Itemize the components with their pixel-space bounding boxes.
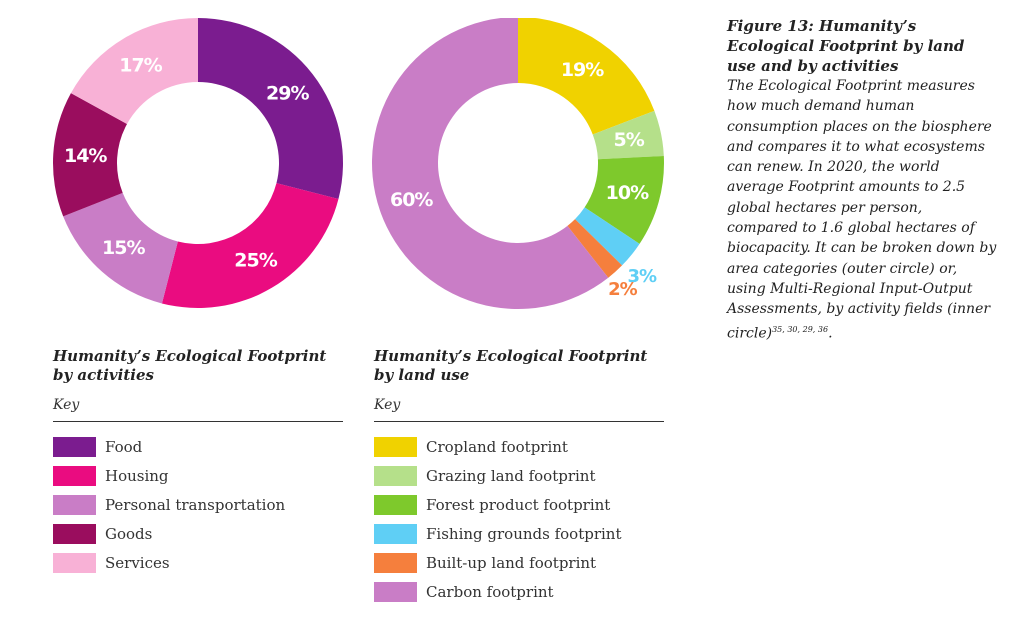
- legend-item-forest-product-footprint: Forest product footprint: [374, 490, 664, 519]
- slice-label-grazing-land-footprint: 5%: [613, 129, 644, 151]
- legend-item-fishing-grounds-footprint: Fishing grounds footprint: [374, 519, 664, 548]
- legend-item-carbon-footprint: Carbon footprint: [374, 577, 664, 606]
- legend-label: Grazing land footprint: [426, 466, 596, 485]
- legend-swatch: [53, 465, 96, 486]
- legend-label: Goods: [105, 524, 153, 543]
- land-use-donut-chart: 19% 5% 10% 3%2% 60%: [372, 18, 664, 309]
- legend-swatch: [53, 494, 96, 515]
- legend-label: Forest product footprint: [426, 495, 611, 514]
- legend-label: Services: [105, 553, 170, 572]
- slice-food: [198, 18, 343, 200]
- legend-label: Food: [105, 437, 143, 456]
- slice-built-up-land-footprint: [567, 219, 623, 278]
- activities-key-label: Key: [53, 397, 80, 413]
- legend-swatch: [374, 494, 417, 515]
- figure-caption-text: The Ecological Footprint measures how mu…: [727, 78, 997, 342]
- legend-item-food: Food: [53, 432, 343, 461]
- slice-goods: [53, 93, 128, 217]
- legend-label: Built-up land footprint: [426, 553, 597, 572]
- activities-donut-chart: 29% 25% 15% 14% 17%: [53, 18, 343, 308]
- slice-grazing-land-footprint: [592, 110, 664, 160]
- slice-carbon-footprint: [372, 18, 609, 309]
- legend-swatch: [374, 436, 417, 457]
- legend-item-cropland-footprint: Cropland footprint: [374, 432, 664, 461]
- legend-label: Personal transportation: [105, 495, 286, 514]
- land-use-key-divider: [374, 421, 664, 422]
- legend-label: Carbon footprint: [426, 582, 554, 601]
- slice-label-fishing-grounds-footprint: 3%: [628, 266, 658, 287]
- slice-label-food: 29%: [266, 83, 309, 105]
- slice-label-carbon-footprint: 60%: [390, 189, 433, 211]
- land-use-legend-panel: Humanity’s Ecological Footprint by land …: [374, 347, 664, 606]
- activities-key-divider: [53, 421, 343, 422]
- land-use-legend: Cropland footprint Grazing land footprint…: [374, 432, 664, 606]
- legend-swatch: [53, 436, 96, 457]
- slice-label-built-up-land-footprint: 2%: [608, 279, 638, 300]
- land-use-chart-title: Humanity’s Ecological Footprint by land …: [374, 347, 648, 384]
- slice-personal-transportation: [63, 192, 178, 304]
- legend-swatch: [53, 523, 96, 544]
- slice-label-services: 17%: [119, 55, 162, 77]
- slice-label-forest-product-footprint: 10%: [606, 182, 649, 204]
- slice-cropland-footprint: [518, 18, 655, 135]
- slice-housing: [161, 183, 339, 308]
- figure-caption-body: The Ecological Footprint measures how mu…: [727, 76, 997, 344]
- slice-label-cropland-footprint: 19%: [561, 59, 604, 81]
- legend-item-goods: Goods: [53, 519, 343, 548]
- legend-swatch: [53, 552, 96, 573]
- legend-swatch: [374, 465, 417, 486]
- slice-label-personal-transportation: 15%: [102, 237, 145, 259]
- legend-item-personal-transportation: Personal transportation: [53, 490, 343, 519]
- activities-legend: Food Housing Personal transportation Goods S…: [53, 432, 343, 577]
- legend-swatch: [374, 523, 417, 544]
- slice-services: [70, 18, 198, 124]
- land-use-key-label: Key: [374, 397, 401, 413]
- legend-swatch: [374, 581, 417, 602]
- figure-caption-end: .: [828, 325, 833, 342]
- slice-label-housing: 25%: [234, 249, 277, 271]
- legend-label: Housing: [105, 466, 169, 485]
- legend-item-built-up-land-footprint: Built-up land footprint: [374, 548, 664, 577]
- legend-item-housing: Housing: [53, 461, 343, 490]
- activities-legend-panel: Humanity’s Ecological Footprint by activ…: [53, 347, 343, 577]
- slice-fishing-grounds-footprint: [575, 207, 640, 266]
- legend-label: Fishing grounds footprint: [426, 524, 622, 543]
- legend-label: Cropland footprint: [426, 437, 568, 456]
- legend-swatch: [374, 552, 417, 573]
- activities-chart-title: Humanity’s Ecological Footprint by activ…: [53, 347, 327, 384]
- slice-label-goods: 14%: [64, 145, 107, 167]
- figure-caption-references: 35, 30, 29, 36: [772, 324, 829, 334]
- legend-item-grazing-land-footprint: Grazing land footprint: [374, 461, 664, 490]
- figure-caption-title: Figure 13: Humanity’s Ecological Footpri…: [727, 17, 965, 75]
- legend-item-services: Services: [53, 548, 343, 577]
- slice-forest-product-footprint: [584, 156, 664, 244]
- figure-caption: Figure 13: Humanity’s Ecological Footpri…: [727, 16, 997, 344]
